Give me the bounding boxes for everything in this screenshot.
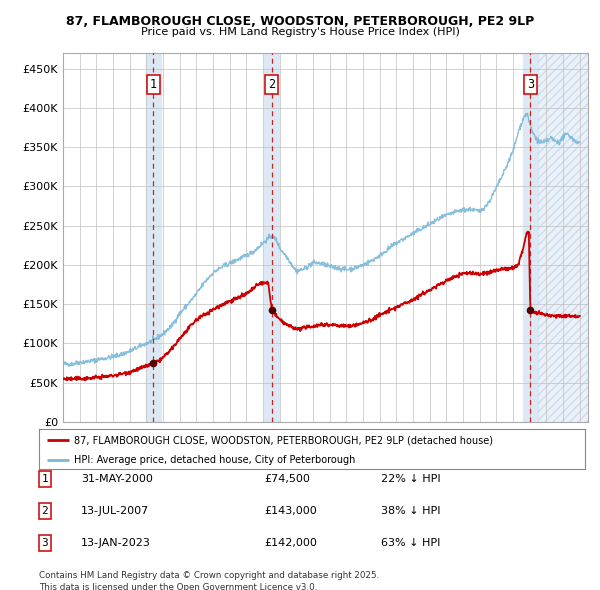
Text: 3: 3: [41, 538, 49, 548]
Text: 1: 1: [149, 78, 157, 91]
Text: 13-JAN-2023: 13-JAN-2023: [81, 538, 151, 548]
Text: 1: 1: [41, 474, 49, 484]
Text: 38% ↓ HPI: 38% ↓ HPI: [381, 506, 440, 516]
Text: Contains HM Land Registry data © Crown copyright and database right 2025.
This d: Contains HM Land Registry data © Crown c…: [39, 571, 379, 590]
Text: 3: 3: [527, 78, 534, 91]
Text: 13-JUL-2007: 13-JUL-2007: [81, 506, 149, 516]
Text: Price paid vs. HM Land Registry's House Price Index (HPI): Price paid vs. HM Land Registry's House …: [140, 27, 460, 37]
Text: 2: 2: [268, 78, 275, 91]
Text: 22% ↓ HPI: 22% ↓ HPI: [381, 474, 440, 484]
Text: 63% ↓ HPI: 63% ↓ HPI: [381, 538, 440, 548]
Bar: [538, 53, 588, 422]
Text: 87, FLAMBOROUGH CLOSE, WOODSTON, PETERBOROUGH, PE2 9LP (detached house): 87, FLAMBOROUGH CLOSE, WOODSTON, PETERBO…: [74, 435, 493, 445]
Text: 87, FLAMBOROUGH CLOSE, WOODSTON, PETERBOROUGH, PE2 9LP: 87, FLAMBOROUGH CLOSE, WOODSTON, PETERBO…: [66, 15, 534, 28]
Text: 31-MAY-2000: 31-MAY-2000: [81, 474, 153, 484]
Text: HPI: Average price, detached house, City of Peterborough: HPI: Average price, detached house, City…: [74, 455, 356, 466]
Text: £142,000: £142,000: [264, 538, 317, 548]
Text: 2: 2: [41, 506, 49, 516]
Text: £143,000: £143,000: [264, 506, 317, 516]
Bar: [146, 53, 161, 422]
Bar: [265, 53, 280, 422]
Text: £74,500: £74,500: [264, 474, 310, 484]
Bar: [523, 53, 538, 422]
